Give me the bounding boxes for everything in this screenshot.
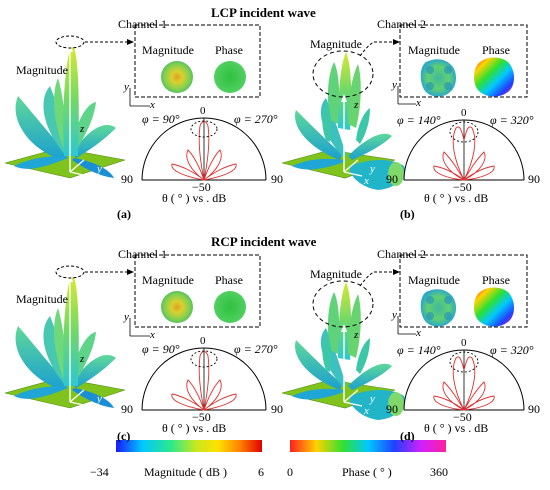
panel-d-channel: Channel 2 [377,247,426,261]
panel-d-phi-right: φ = 320° [490,343,534,357]
panel-c-axis-z: z [80,353,85,365]
panel-b-axis-x: x [416,97,421,109]
panel-a-polar-bottom: −50 [192,180,211,194]
panel-a-axis-y: y [124,81,129,93]
panel-c-origin: O [64,405,73,419]
section-title-rcp: RCP incident wave [211,234,317,249]
panel-d-axis-y: y [392,309,397,321]
panel-d-axis-x3d: x [364,405,369,417]
panel-d-axis-z: z [354,329,359,341]
panel-a-phi-right: φ = 270° [234,112,278,126]
phase-colorbar [290,440,446,452]
panel-b-polar-top: 0 [461,107,467,119]
panel-b-polar-right: 90 [528,172,540,186]
panel-d-axis-y3d: y [370,393,375,405]
panel-d-phi-left: φ = 140° [397,343,441,357]
panel-d-inset-magnitude: Magnitude [408,273,460,287]
panel-c-axis-y3d: y [97,393,102,405]
panel-c-label: (c) [117,429,131,443]
panel-a-label: (a) [117,207,131,221]
magnitude-colorbar [116,440,262,452]
panel-c-phi-right: φ = 270° [234,342,278,356]
panel-c-polar-left: 90 [121,402,133,416]
panel-b-phi-left: φ = 140° [397,113,441,127]
section-title-lcp: LCP incident wave [211,5,316,20]
panel-b-axis-y: y [392,79,397,91]
panel-a-axis-x: x [150,99,155,111]
panel-d-polar-right: 90 [528,402,540,416]
panel-a-axis-y3d: y [97,163,102,175]
panel-a-channel: Channel 1 [118,17,167,31]
panel-c-inset-phase: Phase [215,273,243,287]
panel-a-polar-right: 90 [271,172,283,186]
panel-d-label: (d) [400,429,415,443]
panel-b-axis-z: z [354,99,359,111]
magnitude-colorbar-min: −34 [90,465,109,479]
panel-c-axis-x: x [150,329,155,341]
panel-a-origin: O [64,175,73,189]
panel-d-origin: O [338,405,347,419]
panel-a-axis-z: z [80,123,85,135]
panel-d-magnitude-label: Magnitude [310,267,362,281]
panel-b-inset-phase: Phase [482,43,510,57]
panel-d-polar-bottom: −50 [453,410,472,424]
panel-a-polar-top: 0 [200,105,206,117]
panel-c-theta-label: θ ( ° ) vs . dB [162,421,227,435]
panel-b-origin: O [338,175,347,189]
magnitude-colorbar-max: 6 [258,465,264,479]
phase-colorbar-label: Phase ( ° ) [342,465,392,479]
panel-a-phi-left: φ = 90° [142,112,180,126]
panel-d-polar-top: 0 [461,337,467,349]
panel-b-polar-left: 90 [386,172,398,186]
panel-c-polar-top: 0 [200,335,206,347]
panel-c-phi-left: φ = 90° [142,342,180,356]
panel-c-inset-magnitude: Magnitude [142,273,194,287]
panel-b-label: (b) [400,207,415,221]
panel-b-theta-label: θ ( ° ) vs . dB [424,191,489,205]
panel-b-axis-y3d: y [370,163,375,175]
panel-c-axis-x3d: x [90,405,95,417]
panel-a-polar-left: 90 [121,172,133,186]
panel-a-axis-x3d: x [90,175,95,187]
phase-colorbar-min: 0 [287,465,293,479]
panel-c-channel: Channel 1 [118,247,167,261]
panel-a-inset-magnitude: Magnitude [142,43,194,57]
panel-b-channel: Channel 2 [377,17,426,31]
panel-a-inset-phase: Phase [215,43,243,57]
panel-c-polar-right: 90 [271,402,283,416]
panel-b-polar-bottom: −50 [453,180,472,194]
panel-b-phi-right: φ = 320° [490,113,534,127]
panel-b-magnitude-label: Magnitude [310,37,362,51]
panel-d-theta-label: θ ( ° ) vs . dB [424,421,489,435]
panel-a-theta-label: θ ( ° ) vs . dB [162,191,227,205]
panel-b-axis-x3d: x [364,175,369,187]
panel-d-inset-phase: Phase [482,273,510,287]
panel-d-polar-left: 90 [386,402,398,416]
panel-c-polar-bottom: −50 [192,410,211,424]
panel-a-magnitude-label: Magnitude [16,63,68,77]
panel-c-magnitude-label: Magnitude [16,292,68,306]
panel-b-inset-magnitude: Magnitude [408,43,460,57]
magnitude-colorbar-label: Magnitude ( dB ) [144,465,227,479]
panel-c-axis-y: y [124,311,129,323]
panel-d-axis-x: x [416,327,421,339]
phase-colorbar-max: 360 [430,465,448,479]
